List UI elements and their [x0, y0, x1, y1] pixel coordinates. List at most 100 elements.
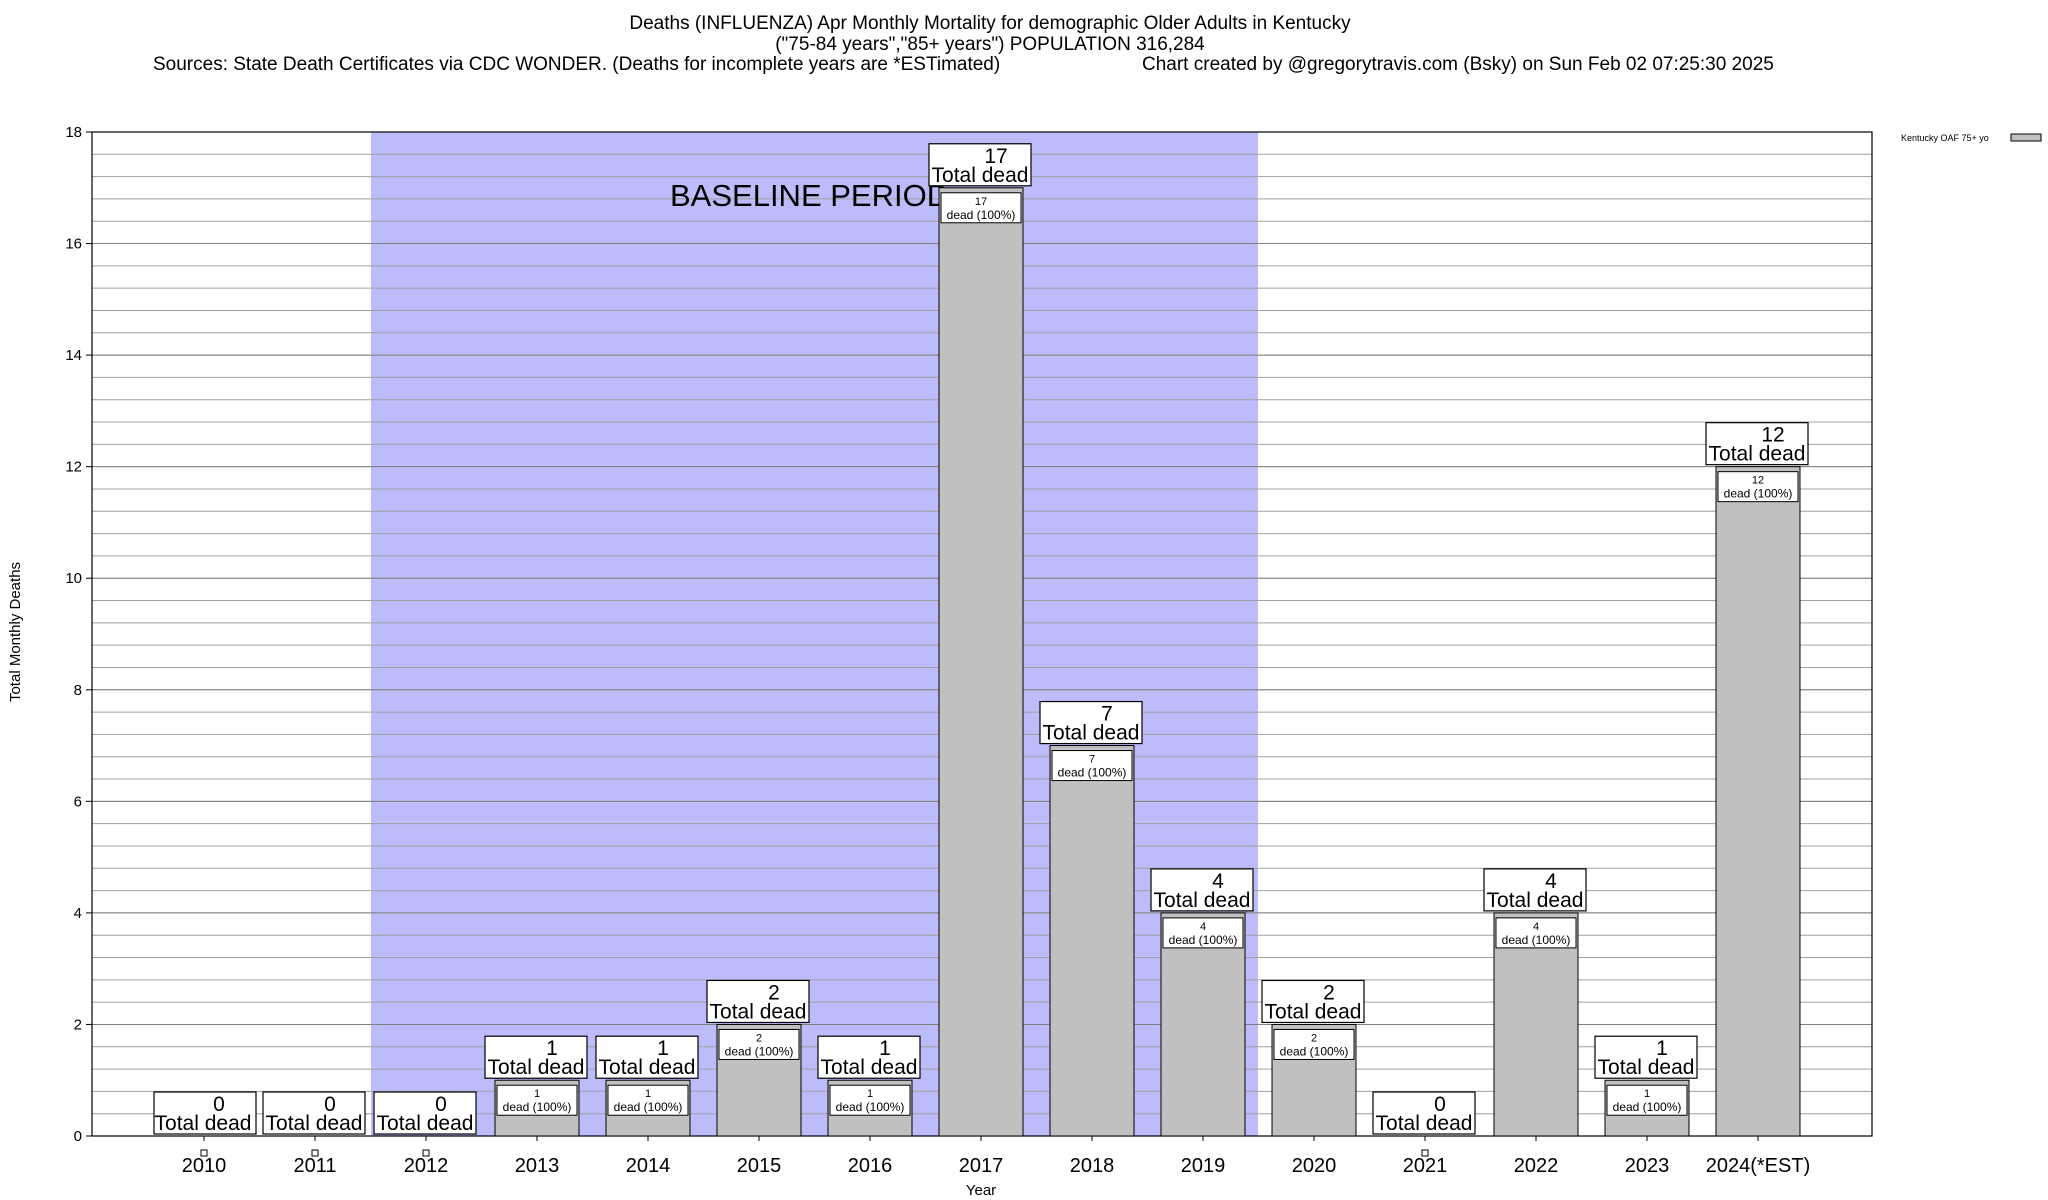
bar-inner-label-box — [718, 1028, 800, 1060]
bar-inner-count: 1 — [645, 1088, 651, 1100]
total-label-box — [484, 1035, 588, 1079]
total-count-label: 12 — [1761, 424, 1784, 447]
bar-inner-label: dead (100%) — [947, 208, 1016, 222]
total-label-box — [1483, 868, 1587, 912]
x-tick-label: 2024(*EST) — [1706, 1155, 1811, 1177]
y-axis-label: Total Monthly Deaths — [7, 562, 24, 702]
y-tick-label: 4 — [74, 905, 82, 922]
legend-swatch — [2010, 133, 2042, 142]
y-tick-label: 18 — [65, 124, 82, 141]
x-tick-label: 2016 — [848, 1155, 893, 1177]
bar — [1493, 912, 1579, 1137]
total-dead-label: Total dead — [1154, 889, 1251, 912]
total-label-box — [1372, 1091, 1476, 1135]
chart-subtitle: ("75-84 years","85+ years") POPULATION 3… — [775, 34, 1205, 55]
zero-point-marker — [422, 1149, 430, 1157]
bar-inner-count: 4 — [1200, 921, 1206, 933]
bar-inner-count: 1 — [1644, 1088, 1650, 1100]
y-tick-label: 8 — [74, 682, 82, 699]
bar-inner-label-box — [607, 1084, 689, 1116]
total-count-label: 1 — [546, 1037, 558, 1060]
total-label-box — [928, 143, 1032, 187]
total-count-label: 2 — [768, 981, 780, 1004]
total-label-box — [1705, 422, 1809, 466]
bar-inner-count: 7 — [1089, 754, 1095, 766]
bar-inner-label: dead (100%) — [1502, 933, 1571, 947]
total-label-box — [1261, 979, 1365, 1024]
bar-inner-count: 2 — [756, 1032, 762, 1044]
y-tick-label: 16 — [65, 236, 82, 253]
total-label-box — [1594, 1035, 1698, 1079]
total-label-box — [262, 1091, 366, 1135]
total-label-box — [595, 1035, 699, 1079]
total-count-label: 0 — [1434, 1093, 1446, 1116]
bar-inner-count: 1 — [867, 1088, 873, 1100]
bar-inner-count: 17 — [975, 196, 987, 208]
total-dead-label: Total dead — [599, 1056, 696, 1079]
bar-inner-count: 4 — [1533, 921, 1539, 933]
x-tick-label: 2023 — [1625, 1155, 1670, 1177]
bar-inner-count: 2 — [1311, 1032, 1317, 1044]
chart-title: Deaths (INFLUENZA) Apr Monthly Mortality… — [629, 13, 1351, 34]
total-count-label: 1 — [1656, 1037, 1668, 1060]
total-label-box — [153, 1091, 257, 1135]
total-dead-label: Total dead — [1265, 1000, 1362, 1023]
x-tick-label: 2015 — [737, 1155, 782, 1177]
x-tick-label: 2011 — [293, 1155, 336, 1177]
bar-inner-label-box — [1495, 917, 1577, 949]
bar-inner-label: dead (100%) — [503, 1100, 572, 1114]
bar — [1715, 466, 1801, 1137]
bar-inner-label-box — [496, 1084, 578, 1116]
y-tick-label: 0 — [74, 1128, 82, 1145]
total-dead-label: Total dead — [1709, 443, 1806, 466]
bar-inner-label-box — [1162, 917, 1244, 949]
total-dead-label: Total dead — [266, 1112, 363, 1135]
baseline-period-label: BASELINE PERIOD — [670, 178, 949, 213]
total-dead-label: Total dead — [1487, 889, 1584, 912]
bar-inner-label: dead (100%) — [614, 1100, 683, 1114]
bar-inner-label: dead (100%) — [725, 1044, 794, 1058]
y-tick-label: 10 — [65, 570, 82, 587]
total-label-box — [1150, 868, 1254, 912]
zero-point-marker — [200, 1149, 208, 1157]
bar-inner-label-box — [1717, 471, 1799, 503]
x-tick-label: 2012 — [404, 1155, 449, 1177]
total-dead-label: Total dead — [821, 1056, 918, 1079]
bar — [938, 187, 1024, 1137]
bar — [1160, 912, 1246, 1137]
y-tick-label: 6 — [74, 793, 82, 810]
bar-inner-label-box — [1273, 1028, 1355, 1060]
bar-inner-label-box — [829, 1084, 911, 1116]
bar-inner-label: dead (100%) — [836, 1100, 905, 1114]
y-tick-label: 12 — [65, 459, 82, 476]
zero-point-marker — [1421, 1149, 1429, 1157]
y-tick-label: 14 — [65, 347, 82, 364]
bar-inner-count: 1 — [534, 1088, 540, 1100]
bar — [1049, 745, 1135, 1137]
bar-inner-label-box — [940, 192, 1022, 224]
total-dead-label: Total dead — [932, 164, 1029, 187]
total-label-box — [1039, 700, 1143, 745]
total-count-label: 0 — [324, 1093, 336, 1116]
bar-inner-label: dead (100%) — [1169, 933, 1238, 947]
total-dead-label: Total dead — [377, 1112, 474, 1135]
bar-inner-label: dead (100%) — [1058, 766, 1127, 780]
x-tick-label: 2019 — [1181, 1155, 1226, 1177]
x-tick-label: 2014 — [626, 1155, 671, 1177]
x-tick-label: 2020 — [1292, 1155, 1337, 1177]
x-tick-label: 2013 — [515, 1155, 560, 1177]
bar-inner-count: 12 — [1752, 475, 1764, 487]
total-dead-label: Total dead — [1598, 1056, 1695, 1079]
bar-inner-label-box — [1606, 1084, 1688, 1116]
total-count-label: 0 — [435, 1093, 447, 1116]
y-tick-label: 2 — [74, 1016, 82, 1033]
x-tick-label: 2022 — [1514, 1155, 1559, 1177]
total-count-label: 0 — [213, 1093, 225, 1116]
total-dead-label: Total dead — [710, 1000, 807, 1023]
total-count-label: 1 — [657, 1037, 669, 1060]
total-count-label: 7 — [1101, 703, 1113, 726]
total-label-box — [817, 1035, 921, 1079]
x-tick-label: 2010 — [182, 1155, 227, 1177]
